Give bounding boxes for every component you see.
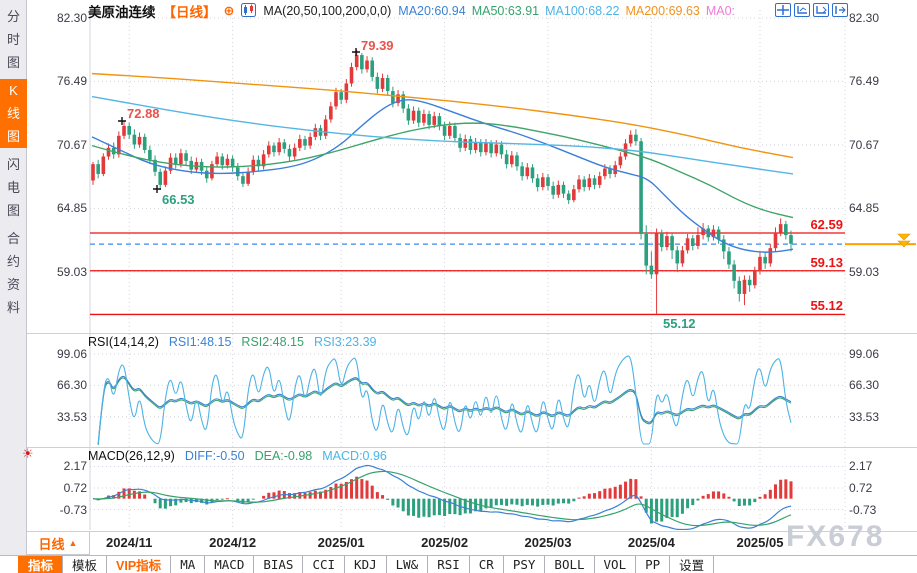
period-selector-label: 日线 [38,536,65,552]
price-line-label: 59.13 [810,254,843,270]
tab-LW&[interactable]: LW& [385,556,429,573]
sidebar-item-3[interactable]: 合约资料 [6,231,20,315]
tab-模板[interactable]: 模板 [62,556,108,573]
macd-axis-label: -0.73 [849,502,877,517]
date-label: 2025/03 [524,535,572,550]
symbol-title: 美原油连续 [88,5,156,20]
date-label: 2025/05 [736,535,784,550]
ma-legend-value: MA50:63.91 [471,4,540,18]
price-annotation: 79.39 [361,38,394,53]
date-label: 2025/04 [627,535,675,550]
ma-legend-value: MA200:69.63 [625,4,700,18]
macd-settings-icon[interactable]: ☀ [22,446,34,461]
ma-legend-value: MA20:60.94 [398,4,466,18]
rsi-title[interactable]: RSI(14,14,2) [88,335,159,349]
sidebar-item-0[interactable]: 分时图 [6,9,20,70]
tab-PP[interactable]: PP [635,556,671,573]
rsi-axis-label: 33.53 [849,409,880,424]
macd-axis-label: 2.17 [63,459,87,474]
macd-panel-header: MACD(26,12,9) DIFF:-0.50 DEA:-0.98 MACD:0.9… [88,449,387,463]
tab-BIAS[interactable]: BIAS [253,556,304,573]
date-label: 2024/12 [209,535,257,550]
period-selector[interactable]: 日线 ▲ [27,532,90,555]
pan-crosshair-icon[interactable] [775,3,791,17]
macd-title[interactable]: MACD(26,12,9) [88,449,175,463]
axis-scale-left-icon[interactable] [794,3,810,17]
tab-VIP指标[interactable]: VIP指标 [106,556,172,573]
tab-MA[interactable]: MA [170,556,206,573]
macd-axis-label: 0.72 [63,481,87,495]
price-annotation: 55.12 [663,316,696,331]
rsi-axis-label: 99.06 [56,347,87,361]
rsi-value: RSI2:48.15 [241,335,304,349]
macd-axis-label: 2.17 [849,459,873,474]
ma-legend-value: MA100:68.22 [545,4,620,18]
price-annotation: 66.53 [162,192,195,207]
rsi-axis-label: 66.30 [849,378,880,393]
watermark: FX678 [786,520,885,553]
tab-设置[interactable]: 设置 [669,556,715,573]
tab-MACD[interactable]: MACD [204,556,255,573]
rsi-axis-label: 33.53 [56,409,87,424]
rsi-axis-label: 66.30 [56,378,87,393]
ma-settings[interactable]: MA(20,50,100,200,0,0) [263,4,392,18]
rsi-value: RSI3:23.39 [313,335,377,349]
macd-value: MACD:0.96 [322,449,387,463]
tab-KDJ[interactable]: KDJ [344,556,387,573]
macd-value: DIFF:-0.50 [184,449,245,463]
ma-legend-value: MA0: [705,4,736,18]
date-label: 2025/01 [317,535,365,550]
tab-CCI[interactable]: CCI [302,556,346,573]
date-label: 2025/02 [421,535,469,550]
period-arrow-icon: ▲ [68,538,78,548]
tab-BOLL[interactable]: BOLL [544,556,595,573]
price-annotation: 72.88 [127,106,160,121]
rsi-axis-label: 99.06 [849,347,880,361]
y-axis-label: 64.85 [849,201,880,216]
y-axis-label: 70.67 [849,137,880,152]
candlestick-icon [241,2,257,20]
sidebar-item-2[interactable]: 闪电图 [6,157,20,218]
y-axis-label: 76.49 [849,74,880,89]
price-line-label: 62.59 [810,216,843,232]
y-axis-label: 76.49 [56,74,87,89]
exit-right-icon[interactable] [832,3,848,17]
date-axis: 日线 ▲ 2024/11 2024/12 2025/01 2025/02 2025/03… [27,531,917,556]
price-line-label: 55.12 [810,298,843,314]
tab-CR[interactable]: CR [468,556,504,573]
period-tag[interactable]: 【日线】 [162,5,217,20]
axis-scale-right-icon[interactable] [813,3,829,17]
tab-指标[interactable]: 指标 [18,556,64,573]
indicator-tabbar: 指标 模板 VIP指标 MA MACD BIAS CCI KDJ LW& RSI CR PSY BOLL… [0,555,917,573]
tab-VOL[interactable]: VOL [593,556,637,573]
y-axis-label: 59.03 [849,264,880,279]
y-axis-label: 64.85 [56,201,87,216]
tab-PSY[interactable]: PSY [502,556,546,573]
macd-value: DEA:-0.98 [254,449,313,463]
y-axis-label: 82.30 [849,11,880,25]
rsi-panel-header: RSI(14,14,2) RSI1:48.15 RSI2:48.15 RSI3:23.… [88,335,377,349]
macd-axis-label: -0.73 [59,502,87,517]
chart-header: 美原油连续 【日线】 ⊕ MA(20,50,100,200,0,0) MA20:… [88,2,741,20]
y-axis-label: 70.67 [56,137,87,152]
macd-axis-label: 0.72 [849,481,873,495]
y-axis-label: 82.30 [56,11,87,25]
rsi-value: RSI1:48.15 [168,335,232,349]
tab-RSI[interactable]: RSI [427,556,470,573]
window-controls [775,3,848,17]
add-overlay-icon[interactable]: ⊕ [223,3,235,18]
ma-legend: MA20:60.94 MA50:63.91 MA100:68.22 MA200:69.… [398,4,741,18]
date-label: 2024/11 [106,535,153,550]
y-axis-label: 59.03 [56,264,87,279]
